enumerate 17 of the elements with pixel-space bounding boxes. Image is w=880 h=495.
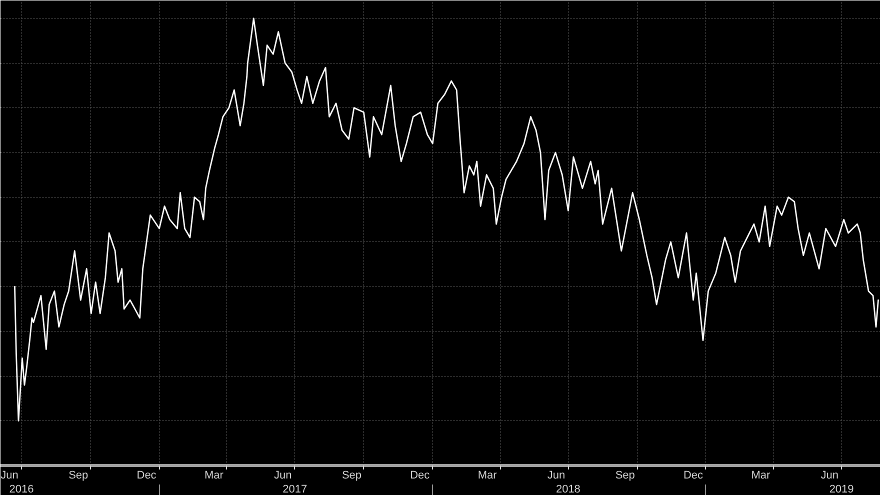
x-tick-label: Dec xyxy=(136,470,157,482)
x-tick-label: Dec xyxy=(683,470,704,482)
x-tick-label: Sep xyxy=(68,470,88,482)
x-tick-label: Mar xyxy=(478,470,498,482)
x-tick-label: Jun xyxy=(274,470,292,482)
x-tick-label: Mar xyxy=(751,470,770,482)
x-tick-label: Sep xyxy=(615,470,635,482)
x-tick-label: Jun xyxy=(547,470,566,482)
x2-tick-label: 2018 xyxy=(556,484,580,495)
x-tick-label: Sep xyxy=(342,470,362,482)
x2-tick-label: 2017 xyxy=(282,484,308,495)
x-tick-label: Jun xyxy=(820,470,838,482)
x-tick-label: Mar xyxy=(204,470,224,482)
x-tick-label: Dec xyxy=(410,470,430,482)
x-tick-label: Jun xyxy=(0,470,18,482)
x2-tick-label: 2016 xyxy=(9,484,34,495)
x2-tick-label: 2019 xyxy=(829,484,854,495)
